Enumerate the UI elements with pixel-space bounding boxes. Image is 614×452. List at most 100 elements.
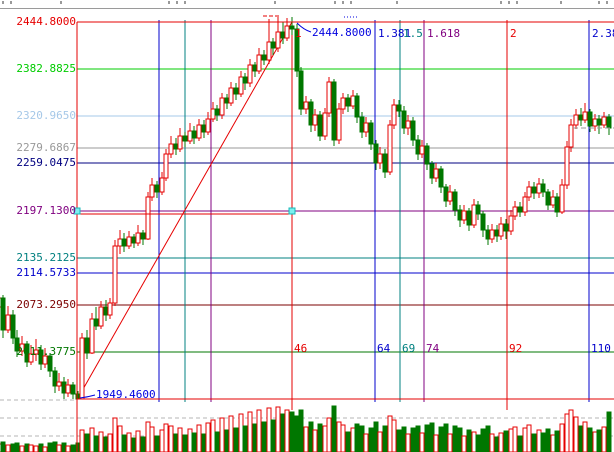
- candle-body: [540, 183, 546, 193]
- volume-bar: [173, 433, 179, 452]
- volume-bar: [494, 436, 500, 452]
- fib-box: [76, 21, 614, 452]
- volume-bar: [405, 433, 411, 452]
- candle-body: [19, 343, 25, 352]
- candle-body: [522, 196, 528, 213]
- volume-bar: [298, 409, 304, 452]
- price-level-label: 2382.8825: [16, 62, 76, 75]
- candle-body: [410, 120, 416, 141]
- volume-bar: [359, 425, 365, 452]
- clipped-tick-label: [60, 1, 62, 4]
- volume-bar: [93, 435, 99, 452]
- candle-body: [489, 229, 495, 240]
- volume-bar: [149, 426, 155, 452]
- volume-bar: [5, 444, 11, 452]
- candle-body: [219, 97, 225, 116]
- volume-bar: [526, 424, 532, 452]
- candle-body: [350, 95, 356, 107]
- candle-body: [396, 104, 402, 112]
- volume-bar: [601, 426, 607, 452]
- volume-bar: [284, 409, 290, 452]
- volume-bar: [247, 411, 253, 452]
- candle-body: [377, 153, 383, 164]
- candle-body: [368, 122, 374, 145]
- volume-bar: [131, 437, 137, 452]
- volume-bar: [242, 425, 248, 452]
- candle-body: [480, 213, 486, 231]
- clipped-tick-label: [184, 1, 186, 4]
- clipped-upper-pane-labels: [0, 0, 614, 8]
- clipped-tick-label: [10, 1, 12, 4]
- candle-body: [154, 184, 160, 193]
- volume-bar: [391, 419, 397, 452]
- volume-bar: [363, 433, 369, 452]
- volume-bar: [0, 441, 6, 452]
- candle-body: [261, 54, 267, 61]
- candle-body: [573, 114, 579, 126]
- candle-body: [429, 163, 435, 179]
- candle-body: [103, 306, 109, 316]
- volume-bar: [415, 425, 421, 452]
- candle-body: [554, 196, 560, 213]
- candle-body: [135, 232, 141, 244]
- candle-body: [256, 54, 262, 72]
- volume-bar: [187, 428, 193, 452]
- candle-body: [270, 41, 276, 49]
- volume-bar: [587, 427, 593, 452]
- volume-bar: [559, 423, 565, 452]
- candle-body: [149, 184, 155, 198]
- selection-handle[interactable]: [73, 207, 81, 215]
- volume-bar: [145, 421, 151, 452]
- volume-bar: [33, 445, 39, 452]
- candle-body: [210, 108, 216, 120]
- volume-bar: [345, 431, 351, 452]
- price-annotation[interactable]: 2444.8000: [312, 26, 372, 39]
- volume-bar: [205, 422, 211, 452]
- volume-bar: [466, 429, 472, 452]
- candle-body: [536, 183, 542, 194]
- candle-body: [89, 318, 95, 354]
- volume-bar: [471, 431, 477, 452]
- candle-body: [419, 145, 425, 155]
- candle-body: [275, 31, 281, 49]
- fib-ratio-label: 2.38: [592, 27, 614, 40]
- candle-body: [587, 111, 593, 127]
- candle-body: [252, 64, 258, 72]
- volume-bar: [275, 406, 281, 452]
- candle-body: [242, 76, 248, 84]
- volume-bar: [135, 430, 141, 452]
- trendline[interactable]: [77, 21, 293, 399]
- volume-bar: [489, 433, 495, 452]
- volume-bar: [531, 433, 537, 452]
- volume-bar: [19, 445, 25, 452]
- candle-body: [159, 177, 165, 193]
- candle-body: [531, 186, 537, 194]
- annotation-pointer[interactable]: [79, 394, 96, 399]
- volume-bar: [191, 432, 197, 452]
- volume-bar: [508, 428, 514, 452]
- volume-bar: [373, 421, 379, 452]
- volume-layer: [0, 405, 612, 452]
- price-annotation[interactable]: 1949.4600: [96, 388, 156, 401]
- candle-body: [117, 238, 123, 247]
- candle-body: [201, 124, 207, 133]
- clipped-tick-label: [500, 1, 502, 4]
- price-level-label: 2444.8000: [16, 15, 76, 28]
- selection-handle[interactable]: [288, 207, 296, 215]
- price-level-label: 2197.1300: [16, 204, 76, 217]
- fib-ratio-label: 1: [295, 27, 302, 40]
- candle-body: [433, 168, 439, 179]
- candle-body: [187, 130, 193, 142]
- volume-bar: [419, 432, 425, 452]
- candle-body: [191, 130, 197, 139]
- annotation-pointer[interactable]: [296, 22, 312, 33]
- volume-bar: [336, 421, 342, 452]
- volume-bar: [578, 425, 584, 452]
- candle-body: [382, 153, 388, 173]
- volume-bar: [340, 424, 346, 452]
- price-level-label: 2114.5733: [16, 266, 76, 279]
- volume-bar: [177, 427, 183, 452]
- candle-body: [131, 236, 137, 244]
- candle-body: [485, 229, 491, 240]
